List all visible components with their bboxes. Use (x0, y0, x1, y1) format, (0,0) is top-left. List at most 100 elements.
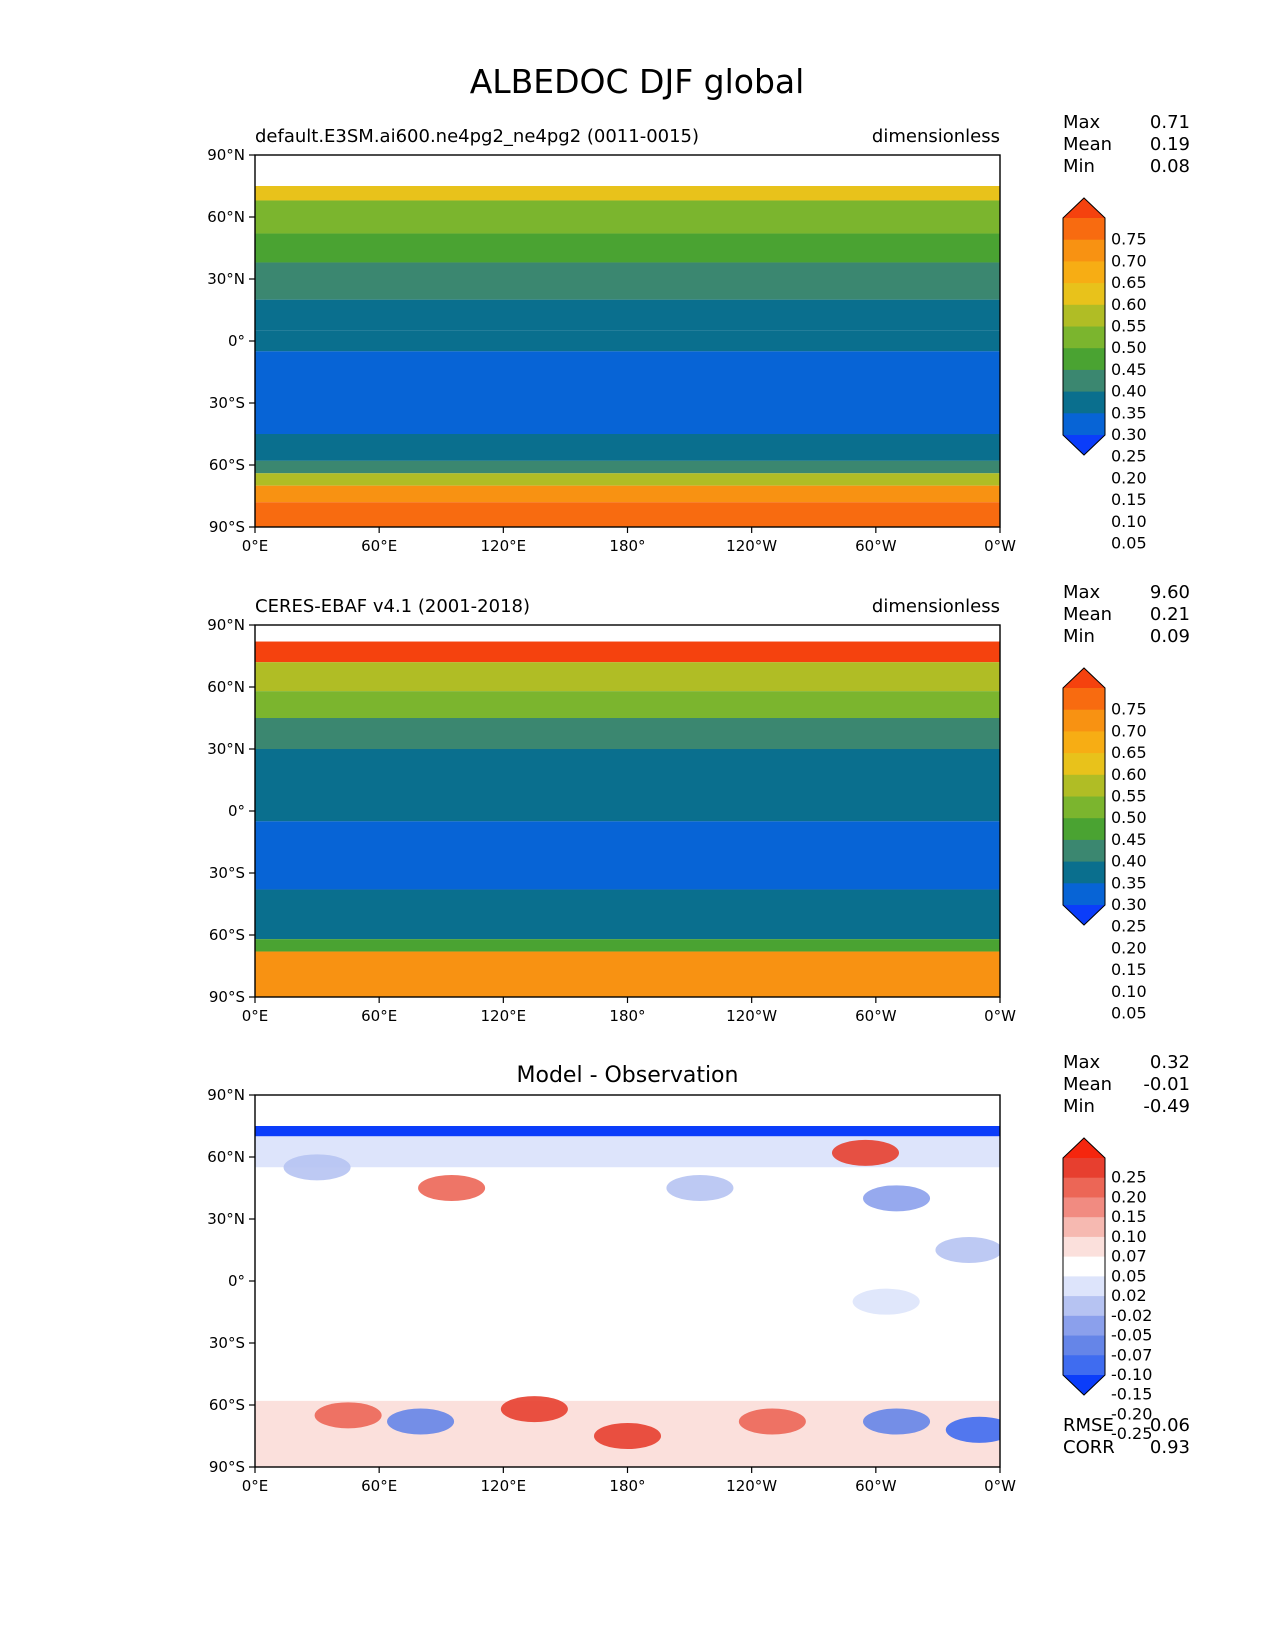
colorbar-segment (1063, 391, 1105, 414)
colorbar-label: 0.60 (1111, 295, 1147, 314)
stat-value: -0.49 (1143, 1096, 1190, 1117)
y-tick-label: 90°S (209, 988, 245, 1006)
colorbar-label: -0.20 (1111, 1404, 1152, 1423)
colorbar-extend-min (1063, 1375, 1105, 1395)
x-tick-label: 0°E (242, 1007, 269, 1025)
x-tick-label: 120°E (481, 1007, 527, 1025)
colorbar-segment (1063, 774, 1105, 797)
map-field (255, 625, 1000, 997)
colorbar-outline (1062, 197, 1106, 456)
y-tick-label: 90°S (209, 1458, 245, 1476)
zonal-band (255, 889, 1000, 940)
colorbar: 0.250.200.150.100.070.050.02-0.02-0.05-0… (1062, 1137, 1152, 1443)
metric-value: 0.06 (1150, 1415, 1190, 1436)
stat-value: 0.09 (1150, 626, 1190, 647)
colorbar-segment (1063, 304, 1105, 327)
map-field (255, 155, 1000, 527)
colorbar-label: 0.10 (1111, 1227, 1147, 1246)
zonal-band (255, 502, 1000, 527)
stat-label: Mean (1063, 134, 1112, 155)
zonal-band (255, 780, 1000, 822)
colorbar-extend-max (1063, 668, 1105, 688)
y-tick-label: 0° (228, 802, 245, 820)
x-tick-label: 0°W (984, 537, 1016, 555)
x-tick-label: 60°E (361, 1477, 397, 1495)
x-tick-label: 120°W (726, 1477, 777, 1495)
stat-value: 0.32 (1150, 1052, 1190, 1073)
colorbar-label: 0.60 (1111, 765, 1147, 784)
colorbar-label: 0.55 (1111, 787, 1147, 806)
colorbar-label: 0.25 (1111, 1168, 1147, 1187)
colorbar-segment (1063, 1158, 1105, 1179)
anomaly-blob (852, 1288, 920, 1315)
colorbar-segment (1063, 883, 1105, 906)
colorbar-label: 0.20 (1111, 1187, 1147, 1206)
y-tick-label: 60°N (207, 678, 245, 696)
colorbar-segment (1063, 861, 1105, 884)
colorbar-segment (1063, 1236, 1105, 1258)
stat-label: Max (1063, 1052, 1101, 1073)
colorbar-label: 0.45 (1111, 360, 1147, 379)
colorbar-label: 0.15 (1111, 490, 1147, 509)
panel-title-left: default.E3SM.ai600.ne4pg2_ne4pg2 (0011-0… (255, 126, 699, 147)
panel-title-center: Model - Observation (517, 1063, 739, 1088)
y-tick-label: 30°N (207, 1210, 245, 1228)
colorbar-segment (1063, 839, 1105, 863)
metric-label: RMSE (1063, 1415, 1114, 1436)
colorbar-outline (1062, 667, 1106, 926)
zonal-band (255, 1126, 1000, 1137)
colorbar-segment (1063, 239, 1105, 262)
zonal-band (255, 749, 1000, 780)
anomaly-blob (283, 1154, 351, 1181)
x-tick-label: 120°W (726, 537, 777, 555)
colorbar-segment (1063, 709, 1105, 732)
x-tick-label: 0°W (984, 1477, 1016, 1495)
colorbar-label: 0.10 (1111, 982, 1147, 1001)
zonal-band (255, 262, 1000, 300)
colorbar-label: 0.15 (1111, 960, 1147, 979)
colorbar-segment (1063, 413, 1105, 436)
colorbar-label: 0.70 (1111, 721, 1147, 740)
colorbar-label: 0.50 (1111, 338, 1147, 357)
anomaly-blob (593, 1422, 662, 1450)
colorbar-label: 0.15 (1111, 1207, 1147, 1226)
anomaly-blob (314, 1402, 382, 1429)
colorbar-segment (1063, 753, 1105, 776)
metric-value: 0.93 (1150, 1437, 1190, 1458)
x-tick-label: 60°W (855, 1007, 897, 1025)
x-tick-label: 0°E (242, 537, 269, 555)
colorbar-label: 0.02 (1111, 1286, 1147, 1305)
colorbar-label: 0.20 (1111, 468, 1147, 487)
colorbar-label: 0.35 (1111, 873, 1147, 892)
colorbar-label: 0.30 (1111, 425, 1147, 444)
anomaly-blob (418, 1174, 486, 1202)
colorbar-extend-max (1063, 198, 1105, 218)
y-tick-label: 30°N (207, 270, 245, 288)
colorbar-label: 0.20 (1111, 938, 1147, 957)
colorbar-label: 0.40 (1111, 852, 1147, 871)
stat-label: Min (1063, 626, 1095, 647)
colorbar-label: 0.25 (1111, 917, 1147, 936)
map-field (255, 1095, 1000, 1467)
colorbar-segment (1063, 1217, 1105, 1238)
y-tick-label: 90°S (209, 518, 245, 536)
x-tick-label: 60°E (361, 537, 397, 555)
colorbar-label: 0.65 (1111, 273, 1147, 292)
colorbar-segment (1063, 731, 1105, 754)
zonal-band (255, 434, 1000, 461)
anomaly-blob (935, 1236, 1000, 1264)
colorbar-segment (1063, 818, 1105, 841)
zonal-band (255, 939, 1000, 952)
colorbar-label: -0.10 (1111, 1365, 1152, 1384)
colorbar-segment (1063, 796, 1105, 819)
zonal-band (255, 641, 1000, 663)
zonal-band (255, 186, 1000, 201)
y-tick-label: 90°N (207, 146, 245, 164)
colorbar-label: -0.05 (1111, 1326, 1152, 1345)
y-tick-label: 90°N (207, 1086, 245, 1104)
x-tick-label: 180° (609, 1007, 645, 1025)
colorbar-label: 0.75 (1111, 700, 1147, 719)
stat-label: Mean (1063, 604, 1112, 625)
zonal-band (255, 460, 1000, 474)
colorbar: 0.75 0.70 0.65 0.60 0.55 0.50 0.45 0.40 0.35 0.30… (1062, 197, 1147, 553)
